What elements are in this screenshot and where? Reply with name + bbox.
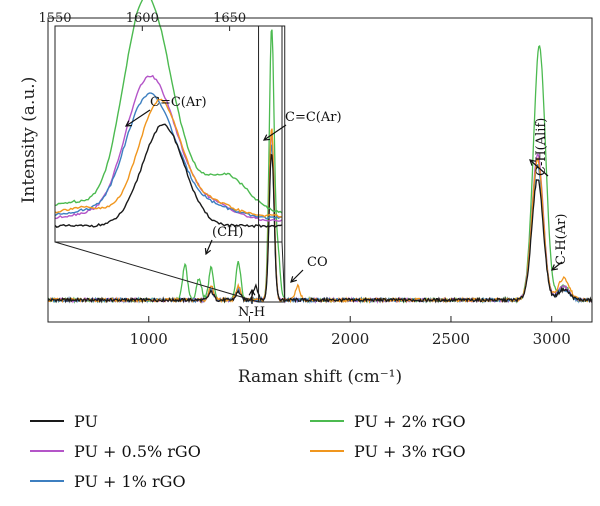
annotation-cc-ar-arrow [263, 124, 287, 141]
legend-swatch [30, 480, 64, 482]
main-series-group [47, 29, 593, 305]
annotation-ch-ar-arrow [551, 261, 563, 271]
legend: PU PU + 0.5% rGO PU + 1% rGO PU + 2% rGO… [30, 404, 590, 496]
x-tick-label: 3000 [533, 330, 571, 348]
zoom-connector [281, 241, 286, 303]
series-line-0 [47, 153, 593, 304]
series-line-1 [47, 131, 593, 304]
legend-item-pu: PU [30, 410, 98, 432]
inset-series-group: 1550 1600 1650 [38, 0, 286, 303]
series-line-2 [47, 144, 593, 304]
inset-annotation-arrow-head [124, 120, 133, 127]
annotation-ch-arrow [205, 239, 213, 255]
legend-swatch [310, 420, 344, 422]
legend-swatch [30, 420, 64, 422]
plot-frame [47, 17, 593, 323]
y-axis-label: Intensity (a.u.) [19, 77, 39, 204]
inset-annotation-label: C=C(Ar) [150, 95, 207, 110]
annotations-group: C=C(Ar) C=C(Ar) C-H(Alif) C-H(Ar) CO N-H (CH) [124, 95, 569, 320]
annotation-ch-alif: C-H(Alif) [534, 118, 549, 176]
annotation-ch-alif-arrow [529, 159, 549, 177]
series-line-4 [47, 128, 593, 304]
legend-swatch [30, 450, 64, 452]
legend-label: PU + 1% rGO [74, 471, 186, 491]
x-axis-label: Raman shift (cm⁻¹) [238, 367, 402, 387]
axes-group: 1000 1500 2000 2500 3000 Raman shift (cm⁻¹) In… [19, 17, 593, 387]
x-tick-label: 2500 [432, 330, 470, 348]
legend-label: PU [74, 411, 98, 431]
x-tick-label: 1500 [230, 330, 268, 348]
inset-annotation-arrow [125, 109, 151, 127]
annotation-ch-alif-arrow-head [529, 159, 536, 166]
annotation-ch: (CH) [212, 225, 243, 240]
legend-item-pu-0-5: PU + 0.5% rGO [30, 440, 201, 462]
annotation-cc-ar: C=C(Ar) [285, 110, 342, 125]
annotation-co-arrow-head [290, 276, 297, 283]
legend-item-pu-1: PU + 1% rGO [30, 470, 186, 492]
annotation-nh-arrow-head [248, 288, 256, 296]
legend-label: PU + 0.5% rGO [74, 441, 201, 461]
raman-chart: 1550 1600 1650 1000 1500 2000 2500 3000 Raman s… [19, 0, 593, 387]
legend-swatch [310, 450, 344, 452]
x-tick-label: 1000 [130, 330, 168, 348]
x-tick-label: 2000 [331, 330, 369, 348]
legend-item-pu-2: PU + 2% rGO [310, 410, 466, 432]
inset-line-0 [54, 123, 283, 229]
inset-line-4 [54, 98, 283, 218]
annotation-ch-ar: C-H(Ar) [554, 214, 569, 265]
annotation-cc-ar-arrow-head [262, 134, 271, 141]
legend-label: PU + 3% rGO [354, 441, 466, 461]
inset-line-3 [54, 0, 283, 214]
inset-line-2 [54, 92, 283, 220]
legend-label: PU + 2% rGO [354, 411, 466, 431]
zoom-box [258, 25, 286, 303]
annotation-co-arrow [290, 269, 304, 283]
annotation-nh: N-H [238, 305, 265, 320]
inset-line-1 [54, 74, 283, 222]
annotation-ch-arrow-head [204, 247, 212, 256]
annotation-ch-ar-arrow-head [551, 264, 559, 271]
legend-item-pu-3: PU + 3% rGO [310, 440, 466, 462]
annotation-co: CO [307, 255, 328, 270]
zoom-connector [54, 241, 259, 303]
